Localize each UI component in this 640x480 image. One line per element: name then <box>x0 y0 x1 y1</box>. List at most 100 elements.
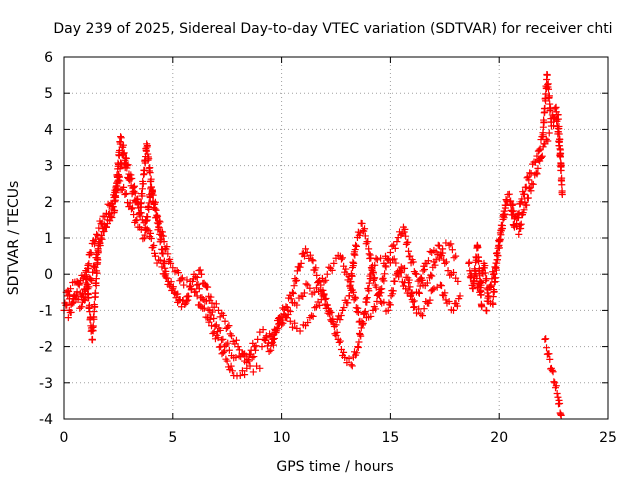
data-point-marker <box>308 256 316 264</box>
data-point-marker <box>507 197 515 205</box>
data-point-marker <box>316 301 324 309</box>
data-point-marker <box>534 164 542 172</box>
data-point-marker <box>150 241 158 249</box>
data-point-marker <box>545 85 553 93</box>
data-point-marker <box>151 252 159 260</box>
data-point-marker <box>211 322 219 330</box>
data-point-marker <box>343 359 351 367</box>
series-track-f <box>260 219 464 356</box>
data-point-marker <box>185 292 193 300</box>
data-point-marker <box>520 206 528 214</box>
data-point-marker <box>223 357 231 365</box>
data-point-marker <box>431 261 439 269</box>
data-point-marker <box>287 295 295 303</box>
data-point-marker <box>372 283 380 291</box>
data-point-marker <box>239 350 247 358</box>
data-point-marker <box>527 187 535 195</box>
data-point-marker <box>117 133 125 141</box>
data-point-marker <box>395 273 403 281</box>
data-point-marker <box>376 285 384 293</box>
data-point-marker <box>401 264 409 272</box>
data-point-marker <box>146 233 154 241</box>
data-point-marker <box>474 244 482 252</box>
data-point-marker <box>82 294 90 302</box>
data-point-marker <box>145 155 153 163</box>
data-point-marker <box>85 301 93 309</box>
data-point-marker <box>391 277 399 285</box>
data-point-marker <box>382 263 390 271</box>
data-point-marker <box>88 336 96 344</box>
data-point-marker <box>352 241 360 249</box>
data-point-marker <box>147 234 155 242</box>
data-point-marker <box>393 238 401 246</box>
data-point-marker <box>177 275 185 283</box>
data-point-marker <box>415 289 423 297</box>
data-point-marker <box>102 223 110 231</box>
data-point-marker <box>352 304 360 312</box>
data-point-marker <box>130 211 138 219</box>
data-point-marker <box>85 260 93 268</box>
data-point-marker <box>75 281 83 289</box>
data-point-marker <box>129 204 137 212</box>
y-tick-label: 3 <box>44 159 53 175</box>
data-point-marker <box>558 181 566 189</box>
data-point-marker <box>344 299 352 307</box>
data-point-marker <box>517 220 525 228</box>
data-point-marker <box>552 382 560 390</box>
data-point-marker <box>175 296 183 304</box>
data-point-marker <box>212 300 220 308</box>
data-point-marker <box>224 339 232 347</box>
data-point-marker <box>169 285 177 293</box>
data-point-marker <box>427 271 435 279</box>
data-point-marker <box>367 254 375 262</box>
data-point-marker <box>501 211 509 219</box>
data-point-marker <box>273 325 281 332</box>
data-point-marker <box>166 255 174 263</box>
data-point-marker <box>93 254 101 262</box>
data-point-marker <box>263 342 271 350</box>
data-point-marker <box>308 312 316 320</box>
data-point-marker <box>489 293 497 301</box>
data-point-marker <box>365 279 373 287</box>
data-point-marker <box>310 288 318 296</box>
data-point-marker <box>112 185 120 193</box>
data-point-marker <box>363 294 371 302</box>
data-point-marker <box>141 231 149 239</box>
data-point-marker <box>544 137 552 145</box>
data-point-marker <box>219 335 227 343</box>
data-point-marker <box>77 303 85 311</box>
data-point-marker <box>146 169 154 177</box>
data-point-marker <box>206 315 214 323</box>
data-point-marker <box>508 201 516 209</box>
data-point-marker <box>473 275 481 283</box>
data-point-marker <box>91 263 99 271</box>
data-point-marker <box>288 323 296 331</box>
data-point-marker <box>258 343 266 351</box>
data-point-marker <box>291 319 299 327</box>
data-point-marker <box>556 400 564 408</box>
data-point-marker <box>490 288 498 296</box>
data-point-marker <box>317 281 325 289</box>
data-point-marker <box>296 263 304 271</box>
data-point-marker <box>332 321 340 329</box>
data-point-marker <box>481 262 489 270</box>
data-point-marker <box>328 266 336 274</box>
data-point-marker <box>411 269 419 277</box>
data-point-marker <box>518 195 526 203</box>
data-point-marker <box>524 194 532 202</box>
data-point-marker <box>216 313 224 321</box>
data-point-marker <box>445 297 453 305</box>
data-point-marker <box>438 282 446 290</box>
data-point-marker <box>541 335 549 343</box>
data-point-marker <box>288 288 296 296</box>
data-point-marker <box>557 149 565 157</box>
data-point-marker <box>137 199 145 207</box>
data-point-marker <box>207 311 215 319</box>
x-axis-label: GPS time / hours <box>276 459 393 475</box>
data-point-marker <box>209 330 217 338</box>
data-point-marker <box>420 305 428 313</box>
data-point-marker <box>143 142 151 150</box>
data-point-marker <box>232 336 240 344</box>
data-point-marker <box>528 180 536 188</box>
data-point-marker <box>309 257 317 265</box>
